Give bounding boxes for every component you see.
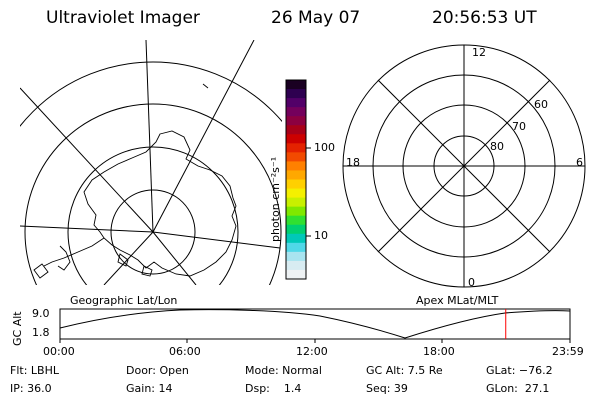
lat-circle-4 xyxy=(20,61,282,127)
alt-y-tick-label: 9.0 xyxy=(32,307,50,320)
colorbar-band xyxy=(286,215,306,226)
colorbar-band xyxy=(286,179,306,190)
colorbar-band xyxy=(286,134,306,144)
alt-x-tick-label: 06:00 xyxy=(169,345,201,358)
mlat-label-80: 80 xyxy=(490,140,504,153)
colorbar-tick-label: 10 xyxy=(314,229,328,242)
mlat-label-60: 60 xyxy=(534,98,548,111)
info-dsp: Dsp: 1.4 xyxy=(245,382,302,395)
colorbar-band xyxy=(286,242,306,253)
colorbar-band xyxy=(286,260,306,271)
colorbar-tick-label: 100 xyxy=(314,141,335,154)
mlt-label-0: 0 xyxy=(468,276,475,289)
coastline-fragment xyxy=(202,83,209,89)
altitude-curve xyxy=(59,309,571,339)
info-gain: Gain: 14 xyxy=(126,382,173,395)
mlt-line-diag xyxy=(377,79,551,253)
colorbar-band xyxy=(286,188,306,199)
info-seq: Seq: 39 xyxy=(366,382,408,395)
coastline xyxy=(83,130,237,277)
meridian-line xyxy=(20,225,154,233)
altitude-axis-label: GC Alt xyxy=(11,311,24,346)
colorbar-band xyxy=(286,80,306,90)
colorbar-band xyxy=(286,89,306,99)
mlt-label-12: 12 xyxy=(472,46,486,59)
mlt-label-18: 18 xyxy=(346,156,360,169)
colorbar-band xyxy=(286,170,306,181)
alt-x-tick-label: 23:59 xyxy=(552,345,584,358)
instrument-title: Ultraviolet Imager xyxy=(46,8,200,28)
coastline-fragment xyxy=(57,245,71,271)
lat-circle-inner xyxy=(110,189,196,275)
geo-caption: Geographic Lat/Lon xyxy=(70,294,178,307)
colorbar-band xyxy=(286,152,306,163)
info-filter: Flt: LBHL xyxy=(10,364,59,377)
meridian-line xyxy=(103,231,154,285)
coastline-fragment xyxy=(141,265,153,277)
coastline-fragment xyxy=(117,253,129,267)
alt-x-tick-label: 12:00 xyxy=(296,345,328,358)
coastline-fragment xyxy=(33,263,49,279)
colorbar-band xyxy=(286,98,306,108)
info-gc-alt: GC Alt: 7.5 Re xyxy=(366,364,443,377)
colorbar-unit-label: photon cm⁻²s⁻¹ xyxy=(269,157,282,242)
colorbar-band xyxy=(286,116,306,126)
meridian-line xyxy=(152,231,281,249)
colorbar-band xyxy=(286,269,306,280)
info-mode: Mode: Normal xyxy=(245,364,322,377)
meridian-line xyxy=(20,87,154,233)
meridian-line xyxy=(152,40,255,233)
header-date: 26 May 07 xyxy=(271,8,361,28)
lat-circle-3 xyxy=(24,103,282,285)
colorbar-band xyxy=(286,233,306,244)
meridian-line xyxy=(145,40,154,233)
mlat-label-70: 70 xyxy=(512,120,526,133)
colorbar-band xyxy=(286,206,306,217)
colorbar-band xyxy=(286,224,306,235)
polar-caption: Apex MLat/MLT xyxy=(416,294,499,307)
colorbar-band xyxy=(286,125,306,135)
info-ip: IP: 36.0 xyxy=(10,382,52,395)
colorbar-band xyxy=(286,197,306,208)
alt-x-tick-label: 00:00 xyxy=(43,345,75,358)
colorbar-band xyxy=(286,251,306,262)
header-time: 20:56:53 UT xyxy=(432,8,537,28)
lat-circle-2 xyxy=(67,146,239,285)
alt-x-tick-label: 18:00 xyxy=(423,345,455,358)
coastline-peninsula xyxy=(43,237,105,267)
colorbar-band xyxy=(286,143,306,153)
colorbar-band xyxy=(286,161,306,172)
alt-y-tick-label: 1.8 xyxy=(32,326,50,339)
mlt-label-6: 6 xyxy=(576,156,583,169)
info-glon: GLon: 27.1 xyxy=(486,382,550,395)
info-door: Door: Open xyxy=(126,364,189,377)
info-glat: GLat: −76.2 xyxy=(486,364,553,377)
colorbar-band xyxy=(286,107,306,117)
